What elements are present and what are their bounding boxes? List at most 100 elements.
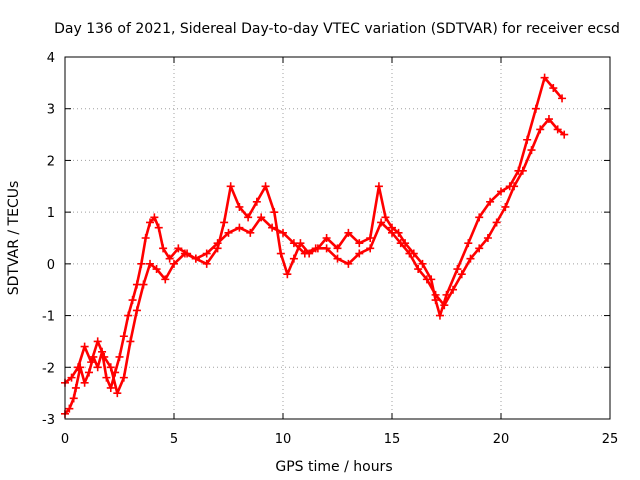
data-point-marker — [457, 270, 466, 279]
data-point-marker — [449, 285, 458, 294]
data-point-marker — [497, 187, 505, 196]
data-point-marker — [87, 358, 96, 367]
data-point-marker — [191, 254, 200, 263]
series-track-1 — [61, 73, 567, 418]
axis-ticks: 0 5 10 15 20 25 -3 -2 -1 0 1 2 3 4 — [42, 51, 618, 447]
data-point-marker — [560, 130, 569, 139]
data-point-marker — [261, 182, 270, 191]
data-point-marker — [518, 166, 527, 175]
data-point-marker — [119, 373, 128, 382]
data-point-marker — [344, 228, 353, 237]
data-point-marker — [422, 275, 431, 284]
data-point-marker — [527, 146, 536, 155]
data-point-marker — [276, 249, 285, 258]
data-point-marker — [475, 213, 484, 222]
data-point-marker — [374, 182, 383, 191]
data-point-marker — [128, 296, 137, 305]
data-point-marker — [93, 337, 102, 346]
data-series — [61, 73, 569, 418]
x-axis-label: GPS time / hours — [275, 459, 392, 475]
data-point-marker — [159, 244, 168, 253]
data-point-marker — [174, 244, 183, 253]
data-point-marker — [440, 301, 449, 310]
data-point-marker — [333, 244, 342, 253]
data-point-marker — [453, 265, 462, 274]
data-point-marker — [414, 265, 423, 274]
data-point-marker — [235, 202, 244, 211]
data-point-marker — [170, 259, 178, 268]
data-point-marker — [270, 208, 279, 217]
data-point-marker — [67, 373, 76, 382]
x-tick-label: 15 — [384, 432, 401, 447]
data-point-marker — [396, 239, 405, 248]
data-point-marker — [161, 275, 170, 284]
data-point-marker — [483, 234, 492, 242]
data-point-marker — [268, 223, 277, 232]
data-point-marker — [466, 254, 475, 263]
data-point-marker — [431, 290, 440, 299]
y-tick-label: -1 — [42, 310, 55, 325]
data-point-marker — [146, 218, 155, 227]
data-point-marker — [486, 197, 495, 206]
data-point-marker — [202, 249, 211, 258]
y-tick-label: 3 — [47, 103, 55, 118]
data-point-marker — [283, 270, 292, 279]
data-point-marker — [93, 363, 102, 372]
data-point-marker — [180, 249, 189, 258]
x-tick-label: 10 — [275, 432, 292, 447]
data-point-marker — [141, 234, 150, 242]
data-point-marker — [475, 244, 484, 253]
data-point-marker — [540, 73, 549, 82]
data-point-marker — [137, 259, 146, 268]
y-axis-label: SDTVAR / TECUs — [6, 181, 22, 296]
data-point-marker — [84, 368, 93, 377]
data-point-marker — [202, 259, 211, 268]
y-tick-label: 2 — [47, 154, 55, 169]
data-point-marker — [213, 239, 222, 248]
x-tick-label: 25 — [602, 432, 619, 447]
data-point-marker — [224, 228, 233, 237]
data-point-marker — [322, 244, 331, 253]
data-point-marker — [154, 223, 163, 232]
y-tick-label: -2 — [42, 361, 55, 376]
data-point-marker — [100, 352, 109, 361]
data-point-marker — [124, 311, 133, 320]
x-tick-label: 5 — [170, 432, 178, 447]
series-track-2 — [61, 115, 569, 398]
data-point-marker — [510, 182, 519, 191]
data-point-marker — [126, 337, 135, 346]
data-point-marker — [418, 259, 427, 268]
data-point-marker — [558, 94, 567, 103]
data-point-marker — [355, 249, 364, 258]
data-point-marker — [381, 213, 390, 222]
data-point-marker — [146, 259, 155, 268]
data-point-marker — [132, 306, 141, 315]
data-point-marker — [106, 383, 115, 392]
data-point-marker — [139, 280, 148, 289]
data-point-marker — [523, 135, 532, 144]
data-point-marker — [553, 125, 562, 134]
data-point-marker — [69, 394, 78, 403]
data-point-marker — [333, 254, 342, 263]
data-point-marker — [435, 311, 444, 320]
plot-frame — [64, 56, 611, 420]
data-point-marker — [405, 249, 414, 258]
data-point-marker — [226, 182, 235, 191]
grid-lines — [65, 57, 610, 419]
data-point-marker — [279, 228, 287, 237]
data-point-marker — [366, 234, 375, 242]
x-tick-label: 0 — [61, 432, 69, 447]
data-point-marker — [80, 342, 89, 351]
data-point-marker — [252, 197, 261, 206]
data-point-marker — [74, 363, 83, 372]
data-point-marker — [289, 254, 298, 263]
y-tick-label: 4 — [47, 51, 55, 66]
data-point-marker — [246, 228, 255, 237]
data-point-marker — [65, 404, 74, 413]
data-point-marker — [115, 352, 124, 361]
data-point-marker — [102, 373, 111, 382]
chart-title: Day 136 of 2021, Sidereal Day-to-day VTE… — [54, 21, 620, 37]
data-point-marker — [152, 265, 161, 274]
